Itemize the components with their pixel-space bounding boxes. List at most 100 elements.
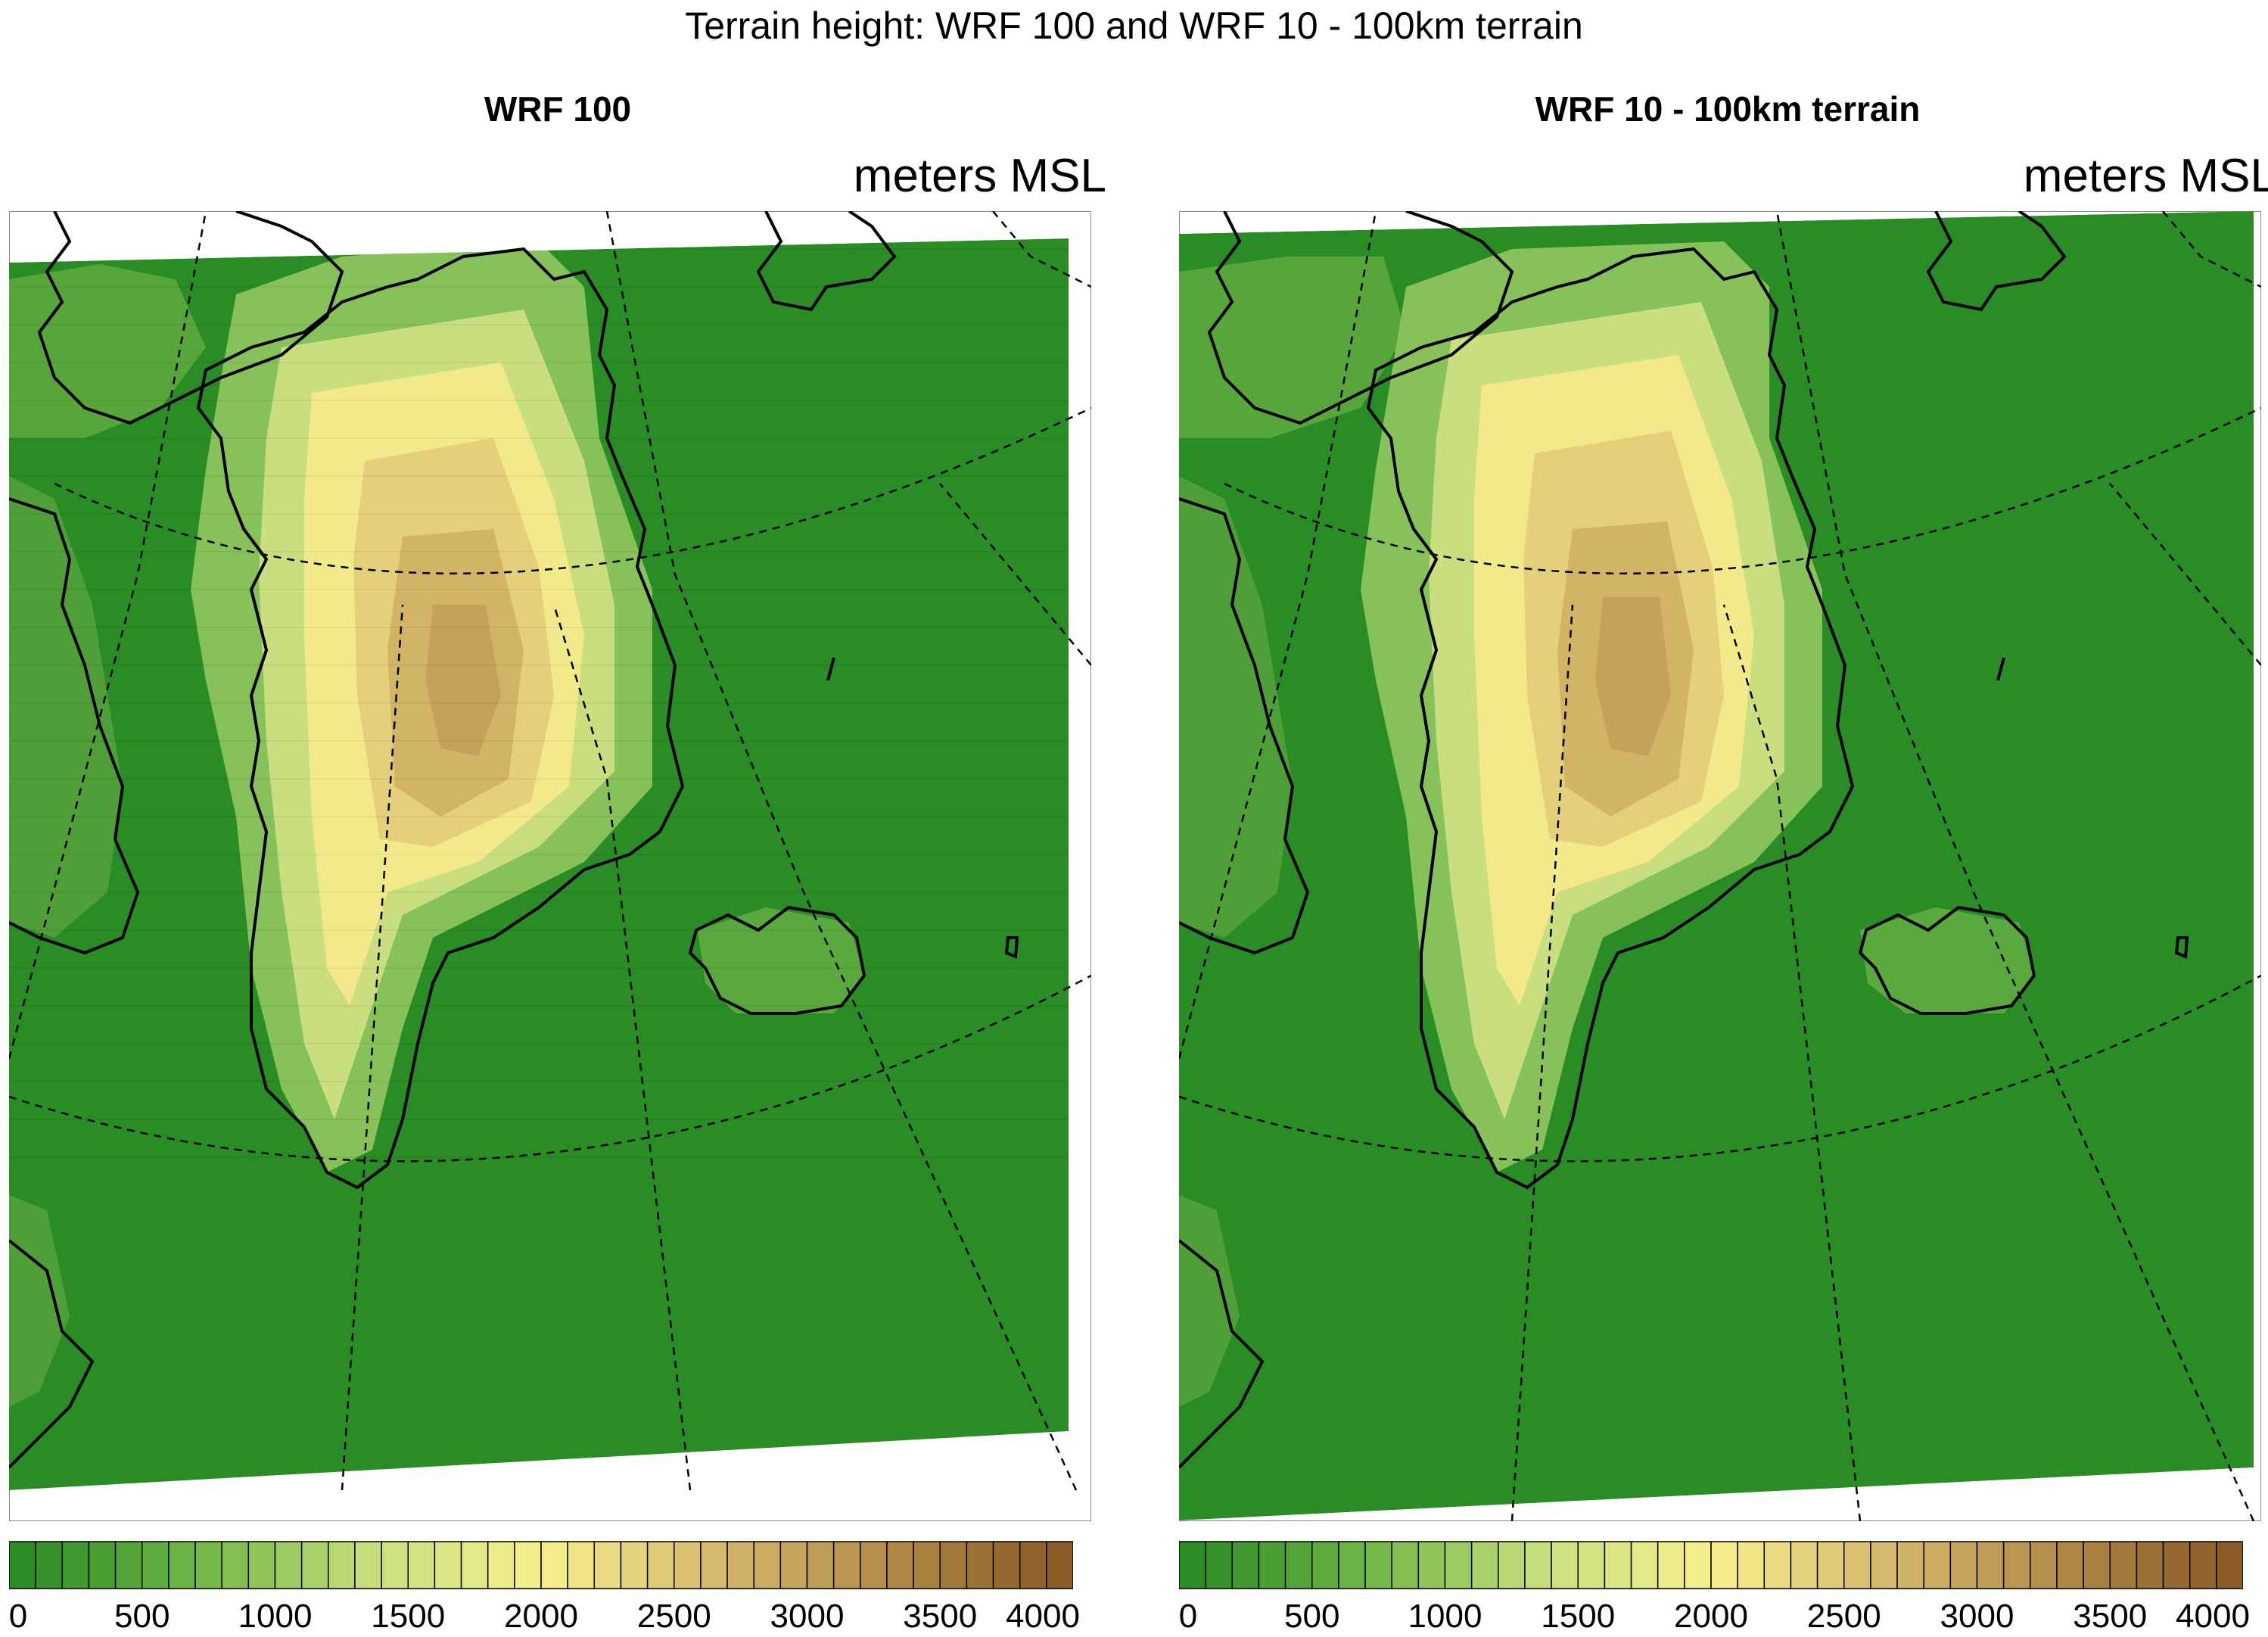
svalbard-coastline <box>756 211 897 312</box>
colorbar-segment <box>1391 1541 1420 1589</box>
colorbar-segment <box>1843 1541 1871 1589</box>
greenland-coastline <box>1366 247 1855 1190</box>
colorbar-segment <box>939 1541 968 1589</box>
colorbar-segment <box>2056 1541 2084 1589</box>
colorbar-segment <box>381 1541 409 1589</box>
colorbar-segment <box>1205 1541 1234 1589</box>
colorbar-segment <box>35 1541 64 1589</box>
colorbar-tick-label: 3000 <box>770 1598 845 1635</box>
colorbar-segment <box>540 1541 568 1589</box>
colorbar-segment <box>194 1541 222 1589</box>
iceland-coastline <box>688 905 866 1015</box>
colorbar-segment <box>1949 1541 1978 1589</box>
colorbar-segment <box>567 1541 596 1589</box>
colorbar-segment <box>1498 1541 1526 1589</box>
colorbar-segment <box>2109 1541 2138 1589</box>
colorbar-segment <box>646 1541 675 1589</box>
longitude-line <box>9 211 207 1060</box>
colorbar-tick-label: 4000 <box>1006 1598 1080 1635</box>
colorbar-tick-label: 3000 <box>1940 1598 2014 1635</box>
longitude-line <box>1722 604 1862 1521</box>
colorbar-segment <box>1710 1541 1738 1589</box>
colorbar-segment <box>1178 1541 1206 1589</box>
colorbar-segment <box>1737 1541 1766 1589</box>
colorbar-segment <box>1763 1541 1792 1589</box>
colorbar-segment <box>8 1541 36 1589</box>
panel-wrf-10-100km: WRF 10 - 100km terrain meters MSL <box>1178 0 2268 1637</box>
colorbar-tick-label: 3500 <box>903 1598 978 1635</box>
colorbar-segment <box>142 1541 170 1589</box>
figure-title: Terrain height: WRF 100 and WRF 10 - 100… <box>685 5 1583 47</box>
labrador-coastline <box>9 1239 95 1469</box>
colorbar-segment <box>407 1541 436 1589</box>
longitude-line <box>992 211 1091 288</box>
faroe-coastline <box>1004 936 1019 959</box>
panel-title: WRF 10 - 100km terrain <box>1535 89 1921 129</box>
longitude-line <box>2162 211 2261 288</box>
panel-wrf-100: WRF 100 meters MSL <box>8 0 1106 1637</box>
colorbar-segment <box>328 1541 356 1589</box>
colorbar-tick-label: 2500 <box>1806 1598 1881 1635</box>
colorbar-tick-label: 0 <box>8 1598 28 1635</box>
graticule <box>1179 211 2261 1521</box>
colorbar-segment <box>354 1541 382 1589</box>
colorbar-segment <box>860 1541 888 1589</box>
jan-mayen-coastline <box>826 657 835 681</box>
colorbar-tick-label: 2500 <box>636 1598 711 1635</box>
faroe-coastline <box>2174 936 2189 959</box>
colorbar-segment <box>1364 1541 1392 1589</box>
colorbar-segment <box>88 1541 117 1589</box>
colorbar-segment <box>1311 1541 1339 1589</box>
longitude-line <box>552 604 692 1491</box>
longitude-line <box>1775 211 2255 1521</box>
terrain-map-svg <box>9 211 1091 1521</box>
colorbar-tick-label: 500 <box>114 1598 170 1635</box>
colorbar-segment <box>620 1541 649 1589</box>
colorbar-segment <box>1657 1541 1685 1589</box>
colorbar-tick-label: 1000 <box>238 1598 313 1635</box>
colorbar-segment <box>247 1541 276 1589</box>
terrain-field <box>9 238 1069 1490</box>
colorbar-tick-label: 2000 <box>1674 1598 1748 1635</box>
colorbar-segment <box>1231 1541 1260 1589</box>
longitude-line <box>1179 211 1377 1060</box>
coastlines <box>9 211 1019 1469</box>
ellesmere-coastline <box>1207 211 1514 425</box>
colorbar-segment <box>779 1541 808 1589</box>
svalbard-coastline <box>1926 211 2067 312</box>
longitude-line <box>605 211 1078 1491</box>
colorbar-segment <box>61 1541 90 1589</box>
iceland-coastline <box>1858 905 2036 1015</box>
colorbar-segment <box>460 1541 489 1589</box>
longitude-line <box>1510 604 1574 1521</box>
colorbar-segment <box>1577 1541 1606 1589</box>
coastlines <box>1179 211 2189 1469</box>
latitude-line <box>9 974 1091 1162</box>
colorbar-segment <box>1816 1541 1845 1589</box>
colorbar-segment <box>274 1541 303 1589</box>
colorbar-segment <box>700 1541 728 1589</box>
latitude-line <box>1179 974 2261 1162</box>
colorbar-segment <box>913 1541 941 1589</box>
colorbar-segment <box>2216 1541 2244 1589</box>
colorbar-segment <box>832 1541 861 1589</box>
colorbar-segment <box>1284 1541 1313 1589</box>
ellesmere-coastline <box>37 211 344 425</box>
colorbar-segment <box>1417 1541 1446 1589</box>
grid-cells <box>9 238 1069 1158</box>
colorbar-segment <box>726 1541 754 1589</box>
colorbar-segment <box>2083 1541 2111 1589</box>
colorbar-segment <box>1976 1541 2005 1589</box>
colorbar-segment <box>1470 1541 1499 1589</box>
colorbar-segment <box>2162 1541 2191 1589</box>
colorbar-segment <box>1046 1541 1074 1589</box>
colorbar-tick-label: 1500 <box>1541 1598 1616 1635</box>
colorbar-segment <box>992 1541 1021 1589</box>
colorbar-segment <box>1444 1541 1473 1589</box>
colorbar-segment <box>2002 1541 2031 1589</box>
colorbar-segment <box>514 1541 542 1589</box>
latitude-line <box>1224 406 2261 574</box>
colorbar-segment <box>221 1541 250 1589</box>
colorbar-tick-label: 1000 <box>1408 1598 1482 1635</box>
labrador-coastline <box>1179 1239 1265 1469</box>
